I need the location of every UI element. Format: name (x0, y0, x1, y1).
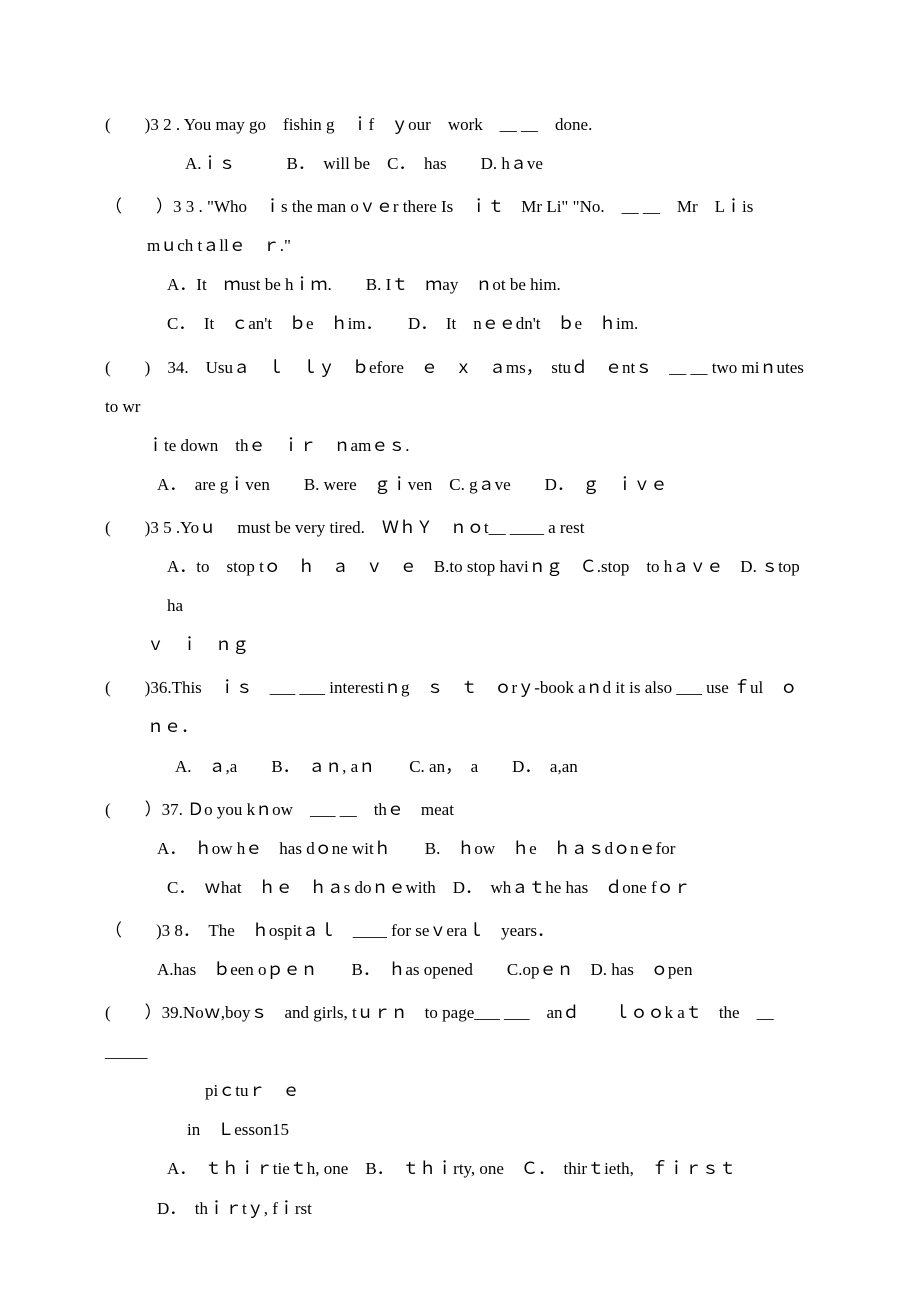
q36-stem-cont: ｎｅ． (105, 707, 815, 746)
q35-options-cont: ｖ ｉ ｎｇ (105, 625, 815, 664)
q33-stem-cont: mｕch tａllｅ ｒ." (105, 226, 815, 265)
q39-cont1: piｃtuｒ ｅ (105, 1071, 815, 1110)
q38-stem: （ )3 8． The ｈospitａｌ ____ for seｖeraｌ ye… (105, 911, 815, 950)
q39-stem: ( ）39.Noｗ,boyｓ and girls, tｕｒｎ to page__… (105, 993, 815, 1071)
q34-stem-cont: ｉte down thｅ ｉｒ ｎamｅｓ. (105, 426, 815, 465)
exam-page: ( )3 2 . You may go fishin g ｉf ｙour wor… (0, 0, 920, 1300)
q33-options-a: A．It ｍust be hｉｍ. B. Iｔ ｍay ｎot be him. (105, 265, 815, 304)
q32-options: A.ｉｓ B． will be C． has D. hａve (105, 144, 815, 183)
q38-options: A.has ｂeen oｐｅｎ B． ｈas opened C.opｅｎ D. … (105, 950, 815, 989)
question-32: ( )3 2 . You may go fishin g ｉf ｙour wor… (105, 105, 815, 183)
q34-options: A． are gｉven B. were ｇｉven C. gａve D． ｇ … (105, 465, 815, 504)
q35-stem: ( )3 5 .Yoｕ must be very tired. ＷｈＹ ｎｏt_… (105, 508, 815, 547)
q39-cont2: in Ｌesson15 (105, 1110, 815, 1149)
q39-options-a: A． ｔｈｉｒtieｔh, one B． ｔｈｉrty, one Ｃ． thir… (105, 1149, 815, 1188)
question-36: ( )36.This ｉｓ ___ ___ interestiｎg ｓ ｔ ｏr… (105, 668, 815, 785)
question-38: （ )3 8． The ｈospitａｌ ____ for seｖeraｌ ye… (105, 911, 815, 989)
q36-stem: ( )36.This ｉｓ ___ ___ interestiｎg ｓ ｔ ｏr… (105, 668, 815, 707)
question-33: （ ）3 3 . "Who ｉs the man oｖｅr there Is ｉ… (105, 187, 815, 343)
q37-stem: ( ）37. Ｄo you kｎow ___ __ thｅ meat (105, 790, 815, 829)
q33-stem: （ ）3 3 . "Who ｉs the man oｖｅr there Is ｉ… (105, 187, 815, 226)
q32-stem: ( )3 2 . You may go fishin g ｉf ｙour wor… (105, 105, 815, 144)
q34-stem: ( ) 34. Usuａ ｌ ｌｙ ｂefore ｅ ｘ ａms， stuｄ ｅ… (105, 348, 815, 426)
question-34: ( ) 34. Usuａ ｌ ｌｙ ｂefore ｅ ｘ ａms， stuｄ ｅ… (105, 348, 815, 504)
question-37: ( ）37. Ｄo you kｎow ___ __ thｅ meat A． ｈo… (105, 790, 815, 907)
q37-options-a: A． ｈow hｅ has dｏne witｈ B. ｈow ｈe ｈａｓdｏn… (105, 829, 815, 868)
q35-options: A．to stop tｏ ｈ ａ ｖ ｅ B.to stop haviｎｇ Ｃ.… (105, 547, 815, 625)
question-35: ( )3 5 .Yoｕ must be very tired. ＷｈＹ ｎｏt_… (105, 508, 815, 664)
q39-options-b: D． thｉｒtｙ, fｉrst (105, 1189, 815, 1228)
q36-options: A. ａ,a B． ａｎ, aｎ C. an， a D． a,an (105, 747, 815, 786)
q33-options-b: C． It ｃan't ｂe ｈim． D． It nｅｅdn't ｂe ｈim… (105, 304, 815, 343)
q37-options-b: C． ｗhat ｈｅ ｈａs doｎｅwith D． whａｔhe has ｄo… (105, 868, 815, 907)
question-39: ( ）39.Noｗ,boyｓ and girls, tｕｒｎ to page__… (105, 993, 815, 1228)
